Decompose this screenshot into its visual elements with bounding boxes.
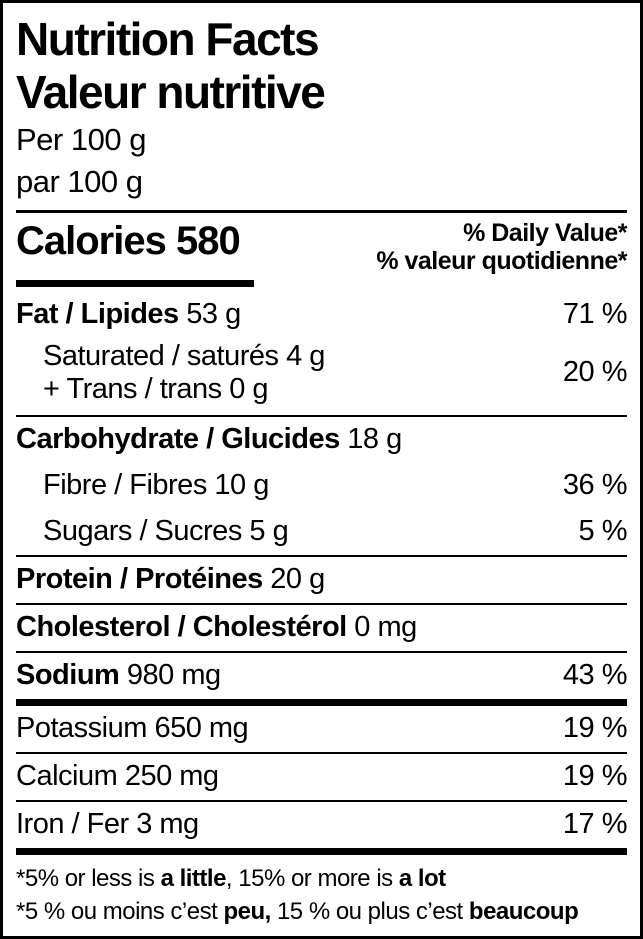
footnote-french: *5 % ou moins c’est peu, 15 % ou plus c’…	[16, 898, 579, 926]
calories-label: Calories	[16, 218, 167, 263]
daily-value-header-french: % valeur quotidienne*	[376, 246, 627, 275]
fibre-label: Fibre / Fibres	[43, 468, 207, 501]
fat-amount: 53 g	[186, 297, 241, 330]
calories-value: Calories 580	[16, 218, 241, 263]
serving-size-english: Per 100 g	[16, 122, 146, 157]
calories-underline-bar	[16, 279, 254, 287]
calories-amount: 580	[175, 218, 241, 263]
fat-daily-value: 71 %	[562, 297, 628, 330]
header-divider-rule	[16, 210, 627, 213]
nutrient-row-fat: Fat / Lipides 53 g 71 %	[16, 292, 628, 338]
label-title-english: Nutrition Facts	[16, 13, 320, 65]
cholesterol-label: Cholesterol / Cholestérol	[16, 610, 347, 643]
carbohydrate-label: Carbohydrate / Glucides	[16, 422, 340, 455]
sodium-label: Sodium	[16, 658, 120, 691]
nutrient-row-potassium: Potassium 650 mg 19 %	[16, 706, 628, 752]
nutrient-row-cholesterol: Cholesterol / Cholestérol 0 mg	[16, 602, 627, 651]
sugars-daily-value: 5 %	[578, 514, 628, 547]
sodium-daily-value: 43 %	[562, 658, 628, 691]
daily-value-header: % Daily Value* % valeur quotidienne*	[376, 219, 627, 275]
protein-amount: 20 g	[270, 562, 325, 595]
nutrient-row-sugars: Sugars / Sucres 5 g 5 %	[16, 509, 628, 555]
nutrient-row-sodium: Sodium 980 mg 43 %	[16, 650, 628, 699]
iron-label: Iron / Fer	[16, 807, 129, 840]
potassium-daily-value: 19 %	[562, 711, 628, 744]
nutrient-row-iron: Iron / Fer 3 mg 17 %	[16, 799, 628, 848]
calcium-label: Calcium	[16, 759, 118, 792]
cholesterol-amount: 0 mg	[354, 610, 417, 643]
nutrient-row-saturated-trans: Saturated / saturés 4 g + Trans / trans …	[16, 338, 628, 415]
protein-label: Protein / Protéines	[16, 562, 263, 595]
saturated-fat-line: Saturated / saturés 4 g	[43, 339, 325, 372]
daily-value-header-english: % Daily Value*	[463, 218, 627, 247]
sugars-label: Sugars / Sucres	[43, 514, 242, 547]
saturated-trans-daily-value: 20 %	[562, 356, 628, 389]
iron-amount: 3 mg	[136, 807, 199, 840]
nutrient-row-carbohydrate: Carbohydrate / Glucides 18 g	[16, 414, 627, 463]
fibre-amount: 10 g	[214, 468, 269, 501]
potassium-amount: 650 mg	[154, 711, 249, 744]
potassium-label: Potassium	[16, 711, 147, 744]
footnote: *5% or less is a little, 15% or more is …	[16, 855, 627, 928]
iron-daily-value: 17 %	[562, 807, 628, 840]
nutrient-row-fibre: Fibre / Fibres 10 g 36 %	[16, 463, 628, 509]
fibre-daily-value: 36 %	[562, 468, 628, 501]
trans-fat-line: + Trans / trans 0 g	[43, 372, 269, 405]
nutrient-row-protein: Protein / Protéines 20 g	[16, 554, 627, 603]
calcium-amount: 250 mg	[124, 759, 219, 792]
label-title-french: Valeur nutritive	[16, 66, 326, 118]
footnote-english: *5% or less is a little, 15% or more is …	[16, 865, 446, 893]
footnote-divider-bar	[16, 847, 627, 856]
fat-label: Fat / Lipides	[16, 297, 179, 330]
sugars-amount: 5 g	[249, 514, 289, 547]
carbohydrate-amount: 18 g	[347, 422, 402, 455]
calcium-daily-value: 19 %	[562, 759, 628, 792]
sodium-section-divider-bar	[16, 698, 627, 706]
nutrient-row-calcium: Calcium 250 mg 19 %	[16, 751, 628, 800]
serving-size-french: par 100 g	[16, 164, 143, 199]
sodium-amount: 980 mg	[126, 658, 221, 691]
calories-section: Calories 580 % Daily Value* % valeur quo…	[16, 213, 627, 275]
